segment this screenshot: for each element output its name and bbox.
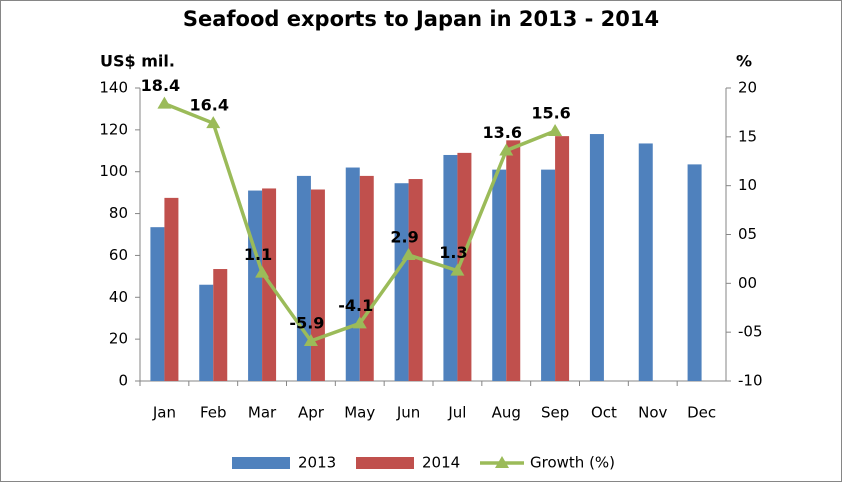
bar — [359, 175, 374, 381]
bar — [541, 169, 556, 381]
x-tick-label: Mar — [248, 404, 277, 422]
bar — [310, 189, 325, 381]
line-marker — [352, 316, 367, 329]
bar — [213, 269, 228, 381]
y-tick-label: 20 — [109, 330, 128, 348]
y2-tick-label: 15 — [738, 127, 757, 145]
y2-tick-label: 10 — [738, 176, 757, 194]
y-tick-label: 0 — [118, 372, 128, 390]
y2-tick-label: 20 — [738, 79, 757, 97]
bar — [150, 227, 165, 381]
y-tick-label: 60 — [109, 246, 128, 264]
x-tick-label: Sep — [541, 404, 569, 422]
x-tick-label: Jul — [447, 404, 466, 422]
chart-title: Seafood exports to Japan in 2013 - 2014 — [183, 7, 659, 31]
bar — [199, 284, 214, 381]
y-tick-label: 140 — [99, 79, 128, 97]
bar — [457, 152, 472, 381]
y-tick-label: 100 — [99, 162, 128, 180]
line-marker — [157, 96, 172, 109]
data-label: 15.6 — [531, 103, 570, 122]
legend-label: 2013 — [298, 454, 336, 472]
bar — [506, 140, 521, 381]
legend-label: Growth (%) — [530, 454, 615, 472]
legend-swatch — [232, 457, 290, 469]
x-tick-label: Jan — [152, 404, 176, 422]
line-marker — [206, 116, 221, 129]
x-tick-label: Nov — [638, 404, 667, 422]
bar — [408, 179, 423, 381]
x-tick-label: Jun — [396, 404, 420, 422]
line-marker — [303, 333, 318, 346]
bar — [248, 190, 263, 381]
x-tick-label: Aug — [492, 404, 521, 422]
bar — [555, 136, 570, 381]
y2-tick-label: -05 — [738, 323, 763, 341]
x-tick-label: Oct — [591, 404, 617, 422]
x-tick-label: Apr — [298, 404, 325, 422]
line-marker — [499, 143, 514, 156]
y2-tick-label: -10 — [738, 372, 763, 390]
line-marker — [255, 265, 270, 278]
data-label: -5.9 — [289, 313, 324, 332]
bar — [394, 183, 409, 381]
line-marker — [401, 248, 416, 261]
y2-tick-label: 00 — [738, 274, 757, 292]
x-tick-label: Dec — [687, 404, 716, 422]
y2-axis-title: % — [736, 52, 752, 71]
bar — [687, 164, 702, 381]
data-label: 2.9 — [390, 228, 418, 247]
y-axis-title: US$ mil. — [100, 52, 175, 71]
legend-marker — [495, 456, 509, 468]
line-marker — [548, 123, 563, 136]
legend-label: 2014 — [422, 454, 460, 472]
data-label: 1.1 — [244, 245, 272, 264]
data-label: 13.6 — [483, 123, 522, 142]
x-tick-label: May — [344, 404, 375, 422]
data-label: 16.4 — [190, 96, 229, 115]
bar — [589, 134, 604, 381]
bar — [492, 169, 507, 381]
data-label: 1.3 — [439, 243, 467, 262]
y-tick-label: 80 — [109, 204, 128, 222]
bar — [638, 143, 653, 381]
bar — [164, 197, 179, 381]
data-label: -4.1 — [338, 296, 373, 315]
line-marker — [450, 263, 465, 276]
y-tick-label: 40 — [109, 288, 128, 306]
y-tick-label: 120 — [99, 120, 128, 138]
bar — [296, 175, 311, 381]
bar — [345, 167, 360, 381]
data-label: 18.4 — [141, 76, 180, 95]
y2-tick-label: 05 — [738, 225, 757, 243]
legend-swatch — [356, 457, 414, 469]
x-tick-label: Feb — [200, 404, 227, 422]
